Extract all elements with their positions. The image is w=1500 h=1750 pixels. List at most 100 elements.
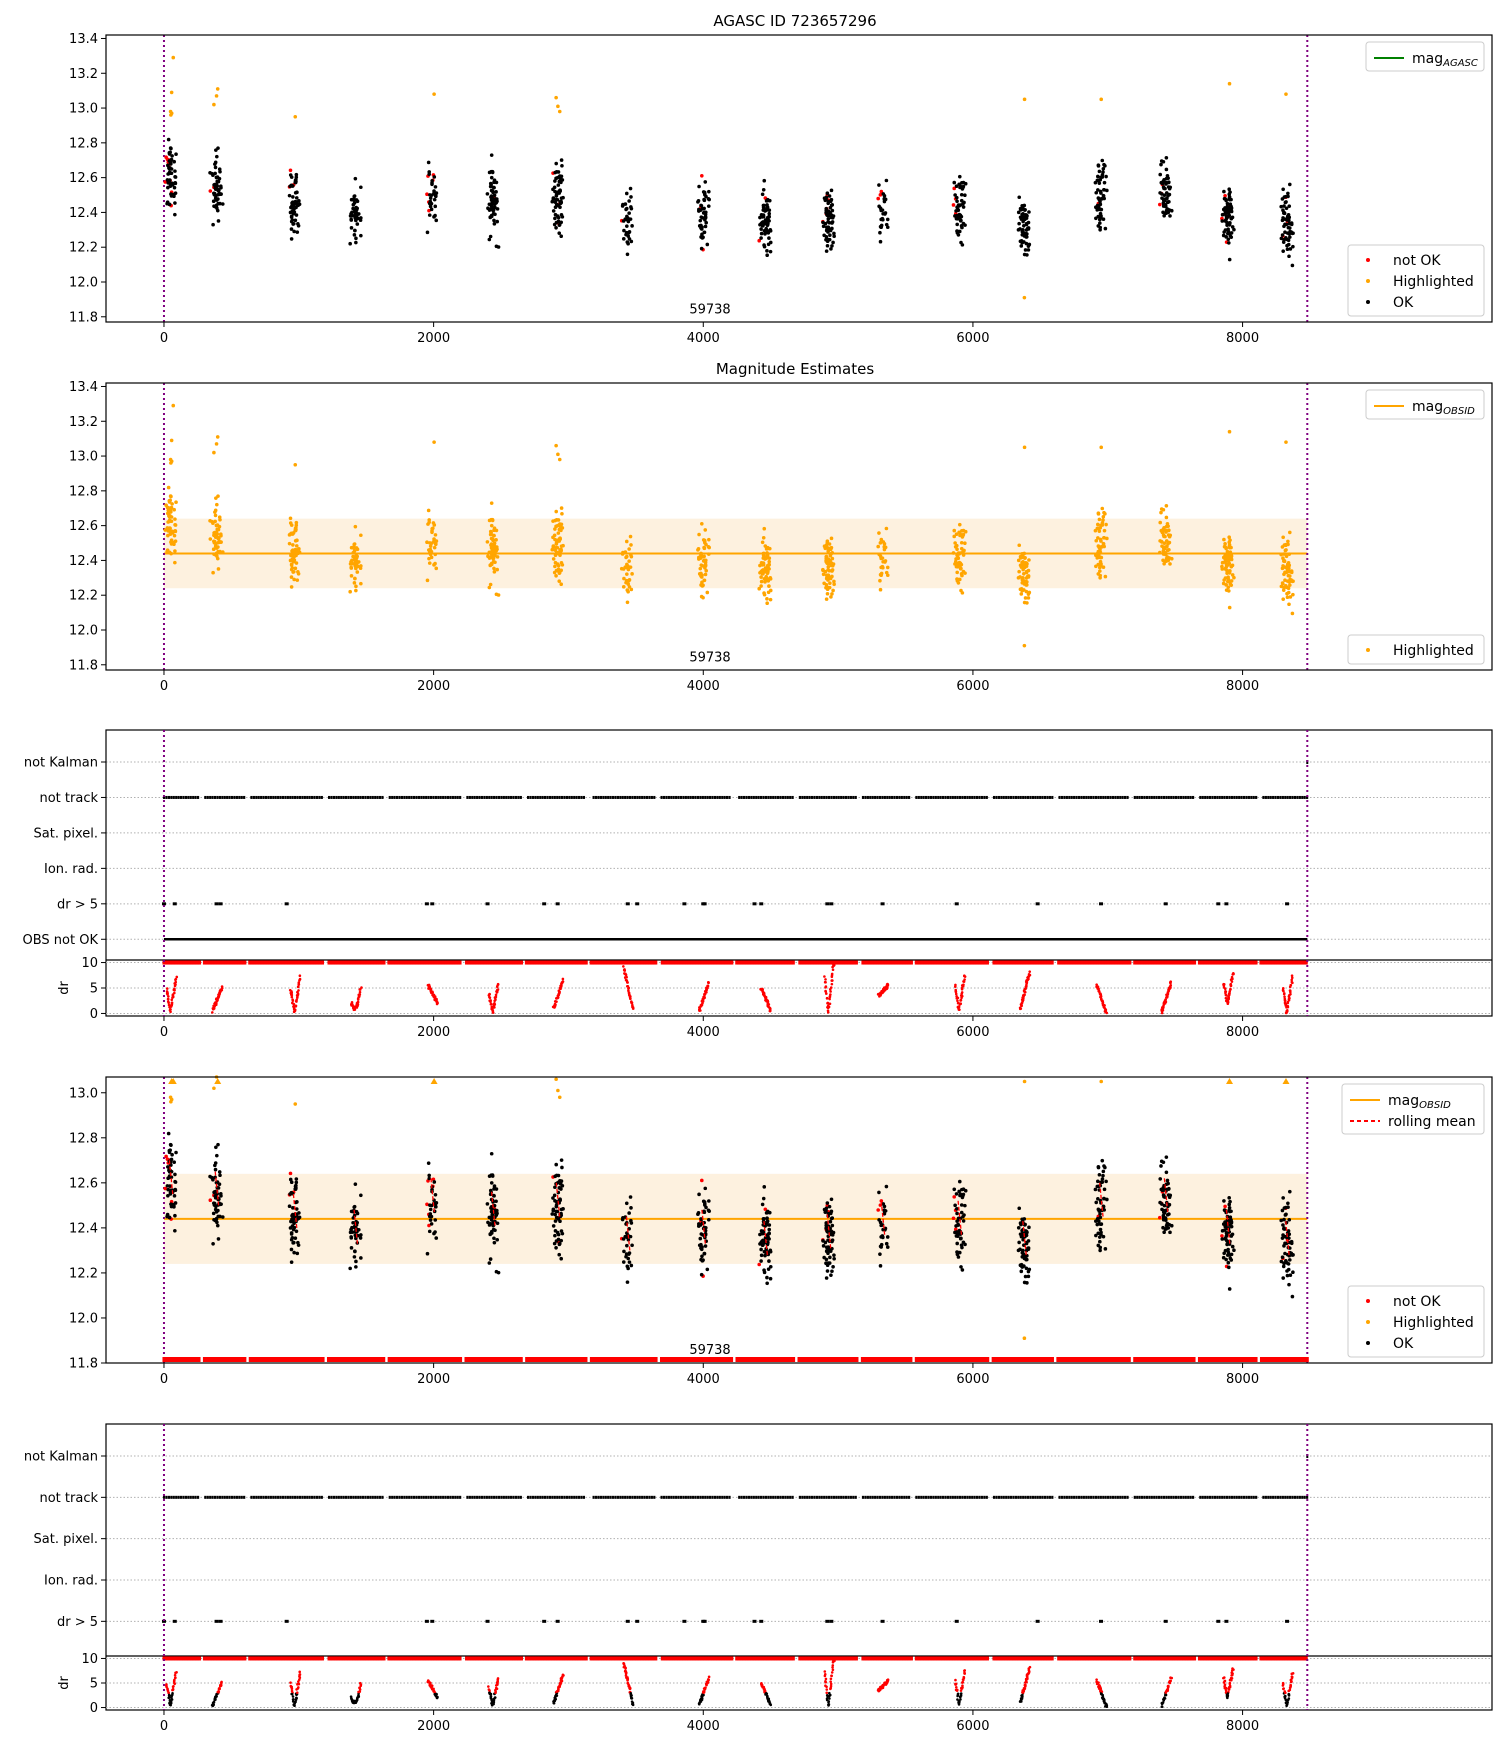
dr-point-capped — [973, 960, 977, 965]
flag-mark-not-track — [1157, 795, 1161, 799]
highlighted-point — [215, 435, 220, 439]
highlighted-point — [884, 526, 889, 531]
flag-mark-not-track — [752, 795, 755, 799]
ok-point — [1017, 1206, 1022, 1211]
dr-point-capped — [170, 960, 174, 965]
ok-point — [1228, 1215, 1233, 1220]
ok-point — [1098, 221, 1102, 225]
dr-point — [174, 980, 178, 984]
flag-mark-not-track — [1223, 795, 1226, 799]
ok-point — [495, 197, 499, 201]
flag-mark-dr5 — [625, 902, 630, 906]
highlighted-point — [348, 589, 352, 594]
highlighted-point — [1226, 556, 1230, 560]
dr-point-capped — [1235, 960, 1239, 965]
ok-point — [432, 1180, 437, 1184]
flag-mark-not-track — [1092, 795, 1095, 799]
dr-point-capped — [264, 960, 268, 965]
ok-point — [767, 1227, 772, 1232]
flag-mark-not-track — [864, 795, 867, 799]
highlighted-point — [167, 500, 172, 504]
flag-mark-not-track — [340, 795, 343, 799]
ok-point — [168, 178, 172, 182]
ok-point — [1098, 1239, 1102, 1244]
highlighted-point — [428, 552, 433, 557]
dr-point-capped — [301, 960, 305, 965]
ok-point — [214, 1210, 219, 1214]
dr-point — [828, 1002, 832, 1006]
ok-point — [433, 194, 438, 198]
dr-point-capped — [748, 960, 752, 965]
dr-point-capped — [1060, 960, 1064, 965]
ok-point — [768, 240, 773, 245]
ok-point — [359, 1256, 363, 1260]
ok-point — [553, 1185, 557, 1190]
ok-point — [700, 1233, 705, 1237]
ok-point — [1169, 208, 1174, 213]
ok-point — [219, 185, 223, 190]
ok-point — [210, 171, 214, 176]
dr-point-capped — [867, 960, 871, 965]
flag-mark-not-track — [1269, 795, 1272, 799]
dr-point-capped — [405, 960, 409, 965]
dr-point-capped — [1265, 960, 1269, 965]
ok-point — [625, 252, 630, 257]
highlighted-point — [765, 597, 769, 601]
dr-point-capped — [699, 960, 703, 965]
dr-point-capped — [786, 960, 790, 965]
flag-mark-not-track — [361, 795, 365, 799]
highlighted-point — [1284, 440, 1288, 444]
ok-point — [1022, 223, 1026, 228]
dr-point-capped — [1021, 960, 1025, 965]
x-tick-label: 0 — [160, 679, 168, 694]
ok-point — [768, 1276, 773, 1281]
ok-point — [427, 172, 431, 177]
dr-point-capped — [631, 960, 635, 965]
flag-mark-not-track — [1247, 795, 1250, 799]
flag-mark-not-track — [296, 795, 299, 799]
dr-point-capped — [435, 960, 439, 965]
flag-mark-not-track — [1281, 795, 1284, 799]
highlighted-point — [959, 588, 963, 593]
ok-point — [1026, 1246, 1030, 1251]
dr-point-capped — [1070, 960, 1074, 965]
ok-point — [354, 240, 358, 245]
ok-point — [359, 233, 363, 238]
dr-point-capped — [411, 960, 415, 965]
dr-point-capped — [238, 960, 242, 965]
flag-mark-not-track — [1182, 795, 1185, 799]
ok-point — [626, 1256, 631, 1261]
ok-point — [1164, 155, 1169, 160]
dr-point — [489, 1000, 492, 1004]
flag-mark-not-track — [609, 795, 612, 799]
ok-point — [287, 193, 292, 198]
dr-point-capped — [1057, 960, 1061, 965]
flag-mark-not-track — [1039, 795, 1042, 799]
highlighted-point — [1164, 529, 1168, 533]
dr-point-capped — [562, 960, 566, 965]
highlighted-point — [768, 577, 773, 581]
highlighted-point — [767, 546, 772, 551]
ok-point — [1098, 228, 1102, 232]
highlighted-point — [489, 552, 494, 557]
highlighted-point — [1223, 542, 1227, 546]
ok-point — [1291, 244, 1295, 249]
highlighted-point — [489, 546, 494, 550]
ok-point — [432, 189, 436, 193]
dr-point-capped — [642, 960, 646, 965]
dr-point-capped — [804, 960, 808, 965]
dr-point-capped — [675, 960, 679, 965]
dr-point-capped — [222, 960, 226, 965]
highlighted-point — [825, 561, 830, 566]
flag-mark-not-track — [512, 795, 515, 799]
dr-point-capped — [712, 960, 716, 965]
ok-point — [762, 1216, 766, 1221]
not-ok-point — [952, 1195, 957, 1199]
flag-mark-not-track — [388, 795, 391, 799]
dr-point-capped — [714, 960, 718, 965]
ok-point — [559, 158, 564, 162]
ok-point — [1229, 1218, 1233, 1223]
ok-point — [490, 200, 494, 205]
dr-point-capped — [927, 960, 931, 965]
flag-mark-not-track — [1116, 795, 1119, 799]
